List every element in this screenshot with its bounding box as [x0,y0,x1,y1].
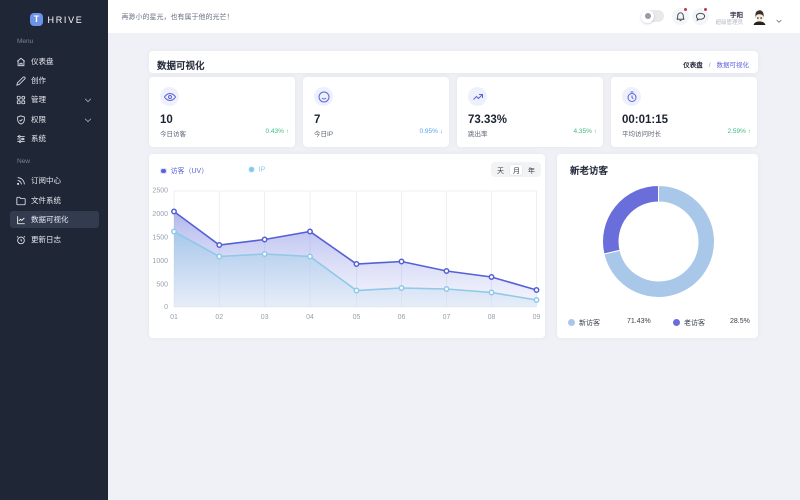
svg-text:0: 0 [164,304,168,311]
svg-text:03: 03 [261,314,269,321]
svg-text:06: 06 [398,314,406,321]
svg-text:2000: 2000 [152,211,168,218]
svg-text:07: 07 [443,314,451,321]
svg-text:08: 08 [488,314,496,321]
svg-text:04: 04 [306,314,314,321]
svg-text:1500: 1500 [152,235,168,242]
svg-text:02: 02 [215,314,223,321]
svg-text:09: 09 [533,314,541,321]
svg-text:05: 05 [353,314,361,321]
svg-text:1000: 1000 [152,258,168,265]
svg-text:500: 500 [156,282,168,289]
svg-text:01: 01 [170,314,178,321]
svg-text:2500: 2500 [152,188,168,195]
